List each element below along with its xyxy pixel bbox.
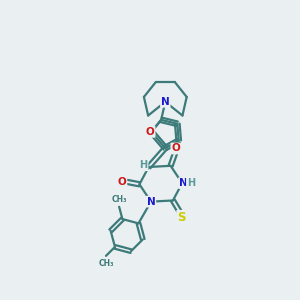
- Text: N: N: [147, 196, 155, 207]
- Text: CH₃: CH₃: [111, 195, 127, 204]
- Text: N: N: [161, 97, 170, 107]
- Text: H: H: [140, 160, 148, 170]
- Text: O: O: [146, 127, 155, 137]
- Text: H: H: [187, 178, 195, 188]
- Text: O: O: [118, 176, 127, 187]
- Text: S: S: [177, 211, 186, 224]
- Text: N: N: [179, 178, 188, 188]
- Text: O: O: [171, 143, 180, 154]
- Text: CH₃: CH₃: [98, 259, 114, 268]
